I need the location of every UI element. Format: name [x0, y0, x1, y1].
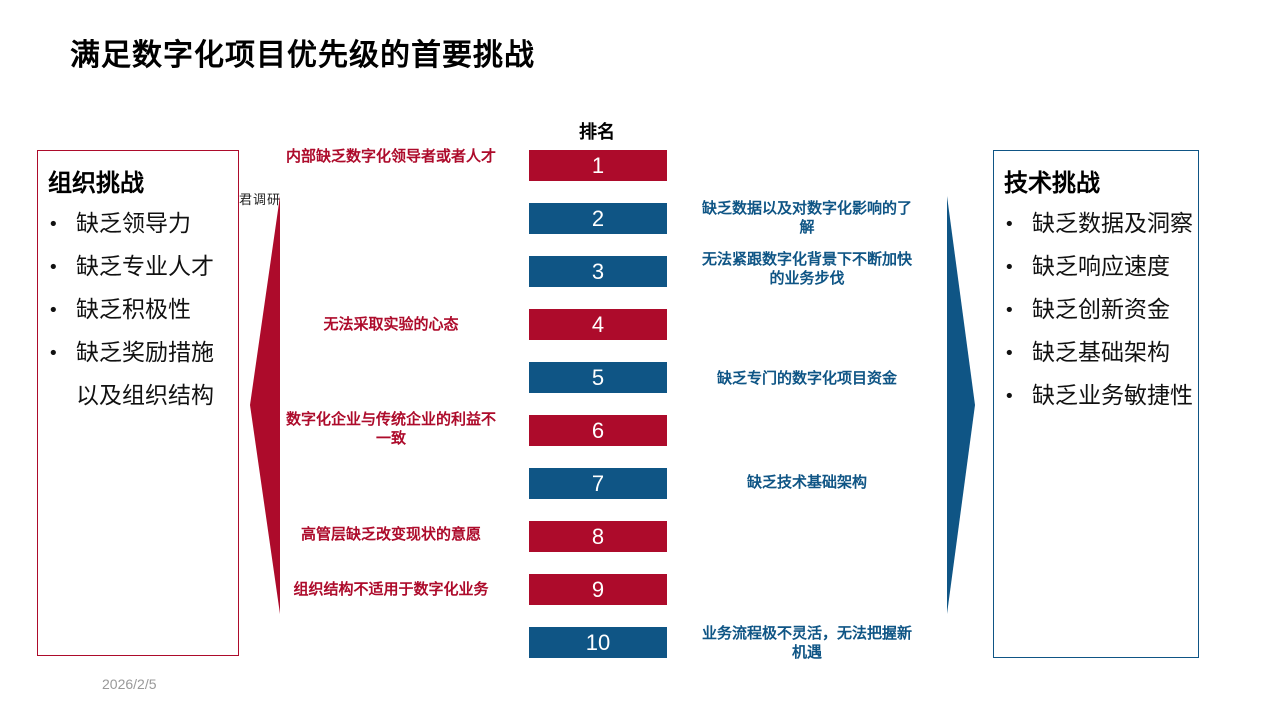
- org-challenges-title: 组织挑战: [48, 169, 144, 197]
- rank-bar-1: 1: [529, 150, 667, 181]
- list-item: • 缺乏响应速度: [1004, 254, 1170, 280]
- rank-bar-4: 4: [529, 309, 667, 340]
- rank-header: 排名: [579, 122, 615, 143]
- rank-label-4: 无法采取实验的心态: [323, 315, 459, 333]
- rank-label-2: 缺乏数据以及对数字化影响的了解: [701, 199, 912, 236]
- left-arrow-shape: [250, 196, 280, 614]
- rank-label-3: 无法紧跟数字化背景下不断加快的业务步伐: [701, 250, 912, 287]
- rank-bar-7: 7: [529, 468, 667, 499]
- rank-bar-2: 2: [529, 203, 667, 234]
- org-challenges-box: 组织挑战 • 缺乏领导力 • 缺乏专业人才 • 缺乏积极性 • 缺乏奖励措施以及组织结构: [37, 150, 239, 656]
- rank-label-5: 缺乏专门的数字化项目资金: [716, 369, 897, 387]
- rank-bar-5: 5: [529, 362, 667, 393]
- footer-date: 2026/2/5: [102, 676, 157, 692]
- rank-label-10: 业务流程极不灵活，无法把握新机遇: [701, 624, 912, 661]
- list-item: • 缺乏基础架构: [1004, 340, 1170, 366]
- list-item: • 缺乏专业人才: [48, 254, 214, 280]
- rank-label-7: 缺乏技术基础架构: [746, 473, 867, 491]
- list-item: • 缺乏积极性: [48, 297, 191, 323]
- rank-label-1: 内部缺乏数字化领导者或者人才: [285, 147, 496, 165]
- tech-challenges-box: 技术挑战 • 缺乏数据及洞察 • 缺乏响应速度 • 缺乏创新资金 • 缺乏基础架构 • 缺…: [993, 150, 1199, 658]
- rank-bar-8: 8: [529, 521, 667, 552]
- tech-challenges-title: 技术挑战: [1004, 169, 1100, 197]
- rank-bar-9: 9: [529, 574, 667, 605]
- rank-bar-3: 3: [529, 256, 667, 287]
- page-title: 满足数字化项目优先级的首要挑战: [70, 38, 535, 73]
- list-item: • 缺乏领导力: [48, 211, 191, 237]
- right-arrow-shape: [947, 196, 975, 614]
- tech-challenges-list: • 缺乏数据及洞察 • 缺乏响应速度 • 缺乏创新资金 • 缺乏基础架构 • 缺乏业务敏捷…: [1004, 203, 1194, 418]
- side-note: 君调研: [239, 193, 282, 208]
- org-challenges-list: • 缺乏领导力 • 缺乏专业人才 • 缺乏积极性 • 缺乏奖励措施以及组织结构: [48, 203, 234, 418]
- list-item: • 缺乏创新资金: [1004, 297, 1170, 323]
- list-item: • 缺乏奖励措施以及组织结构: [48, 340, 214, 409]
- rank-label-9: 组织结构不适用于数字化业务: [293, 580, 489, 598]
- rank-bar-6: 6: [529, 415, 667, 446]
- rank-label-8: 高管层缺乏改变现状的意愿: [300, 525, 481, 543]
- list-item: • 缺乏数据及洞察: [1004, 211, 1193, 237]
- list-item: • 缺乏业务敏捷性: [1004, 383, 1193, 409]
- rank-bar-10: 10: [529, 627, 667, 658]
- rank-label-6: 数字化企业与传统企业的利益不一致: [285, 410, 496, 447]
